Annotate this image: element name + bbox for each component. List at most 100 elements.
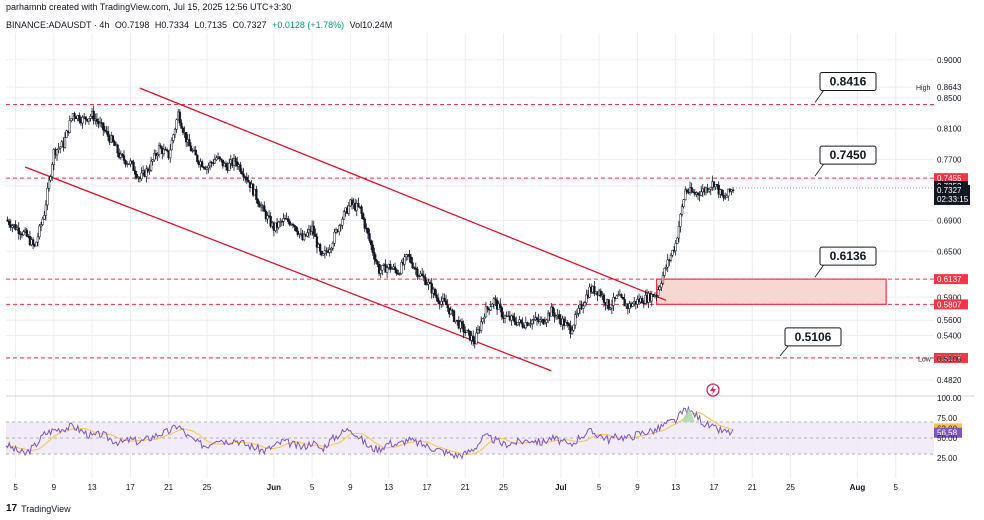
- candle-down: [443, 298, 446, 302]
- candle-down: [446, 304, 449, 309]
- candle-up: [609, 307, 612, 310]
- candle-up: [169, 149, 172, 159]
- candle-down: [499, 303, 502, 309]
- candle-up: [664, 266, 668, 269]
- candle-up: [700, 191, 703, 196]
- candle-up: [70, 118, 73, 121]
- candle-up: [723, 197, 727, 199]
- current-price-badge: [934, 184, 970, 205]
- callout-box[interactable]: [819, 72, 877, 92]
- candle-down: [720, 189, 724, 196]
- candle-up: [172, 134, 175, 141]
- candle-down: [551, 306, 555, 314]
- x-tick-label: 5: [597, 483, 602, 492]
- candle-up: [323, 250, 327, 254]
- candle-down: [202, 166, 205, 169]
- x-tick-label: 17: [422, 483, 431, 492]
- current-price-label: 0.7327: [937, 186, 962, 195]
- candle-up: [149, 160, 153, 171]
- candle-up: [44, 204, 48, 216]
- y-tick-label: 0.6137: [937, 275, 962, 284]
- candle-down: [599, 290, 602, 297]
- candle-down: [269, 216, 272, 227]
- candle-up: [175, 119, 178, 130]
- candle-up: [546, 312, 550, 321]
- candle-up: [489, 306, 492, 311]
- candle-up: [398, 273, 401, 275]
- candle-up: [215, 157, 218, 160]
- candle-down: [287, 218, 290, 222]
- callout-box[interactable]: [784, 327, 842, 347]
- candle-down: [111, 135, 114, 142]
- candle-down: [14, 224, 17, 230]
- callout-box[interactable]: [819, 246, 877, 266]
- bar-countdown-label: 02:33:15: [937, 195, 969, 204]
- candle-down: [236, 161, 239, 167]
- x-tick-label: 5: [894, 483, 899, 492]
- candle-up: [342, 211, 346, 220]
- candle-down: [513, 317, 516, 323]
- candle-down: [6, 219, 9, 222]
- demand-zone-box[interactable]: [655, 278, 887, 305]
- candle-up: [322, 253, 325, 256]
- x-tick-label: 25: [499, 483, 508, 492]
- candle-down: [462, 323, 465, 333]
- candle-up: [208, 162, 212, 167]
- candle-down: [472, 335, 475, 342]
- candle-up: [657, 289, 660, 296]
- candle-down: [368, 233, 371, 241]
- x-tick-label: 25: [202, 483, 211, 492]
- candle-down: [245, 176, 248, 181]
- candle-up: [65, 130, 68, 138]
- candle-down: [451, 309, 454, 312]
- candle-up: [727, 188, 730, 197]
- candle-up: [492, 298, 496, 305]
- candle-up: [207, 165, 210, 169]
- rsi-overbought-fill: [681, 407, 695, 422]
- candle-up: [543, 322, 547, 325]
- candle-up: [47, 179, 51, 189]
- footer-brand: 17 TradingView: [6, 503, 71, 514]
- callout-label: 0.6136: [830, 249, 867, 263]
- rsi-y-tick-label: 25.00: [937, 454, 958, 463]
- callout-label: 0.5106: [795, 330, 832, 344]
- candle-down: [393, 266, 397, 271]
- candle-down: [312, 225, 315, 235]
- callout-box[interactable]: [819, 145, 877, 165]
- candle-up: [669, 254, 673, 261]
- candle-down: [411, 262, 414, 268]
- candle-down: [731, 189, 735, 191]
- lightning-icon[interactable]: [706, 383, 720, 397]
- candle-up: [575, 313, 578, 315]
- x-tick-label: 17: [126, 483, 135, 492]
- candle-down: [494, 298, 497, 301]
- candle-up: [81, 117, 84, 124]
- x-tick-label: 5: [13, 483, 18, 492]
- candle-down: [374, 258, 378, 262]
- candle-up: [57, 148, 60, 150]
- candle-up: [339, 224, 342, 227]
- candle-up: [405, 254, 408, 258]
- candle-up: [35, 241, 38, 247]
- candle-up: [661, 275, 665, 284]
- candle-up: [503, 315, 507, 319]
- candle-down: [220, 158, 223, 161]
- candle-down: [315, 236, 319, 248]
- candle-up: [331, 243, 335, 249]
- candle-down: [409, 256, 413, 263]
- candle-up: [572, 324, 575, 331]
- candle-up: [266, 215, 269, 220]
- candle-up: [459, 321, 462, 329]
- candle-down: [593, 286, 596, 294]
- candle-up: [532, 319, 535, 321]
- candle-down: [436, 297, 440, 303]
- channel-upper-line[interactable]: [139, 87, 667, 301]
- y-tick-label: 0.4820: [937, 376, 962, 385]
- candle-up: [650, 294, 653, 302]
- high-marker-label: High: [916, 85, 931, 92]
- candle-up: [577, 308, 580, 314]
- candle-down: [124, 160, 127, 165]
- candle-down: [159, 145, 162, 149]
- symbol-name[interactable]: BINANCE:ADAUSDT · 4h: [6, 20, 110, 30]
